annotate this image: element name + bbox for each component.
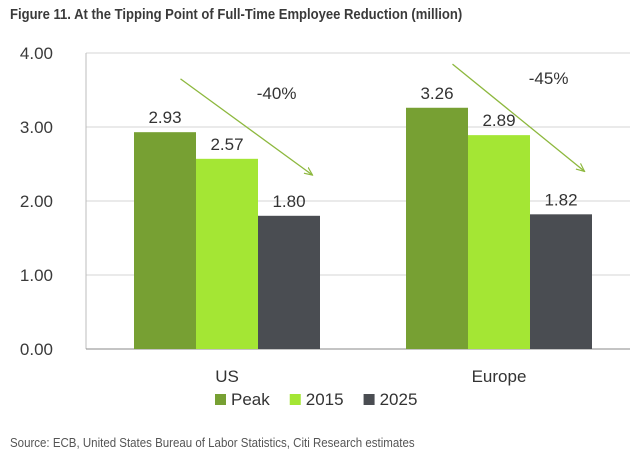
data-label: 1.82 (544, 190, 577, 209)
x-tick-label: US (215, 367, 239, 386)
y-tick-label: 0.00 (20, 340, 53, 359)
legend-swatch-2025 (363, 394, 375, 405)
bar-2025-us (258, 215, 320, 349)
chart-title: Figure 11. At the Tipping Point of Full-… (10, 7, 463, 23)
trend-arrow (452, 63, 585, 171)
legend-swatch-peak (215, 394, 226, 405)
data-label: 2.57 (210, 135, 243, 154)
change-annotation: -45% (529, 69, 569, 88)
y-tick-label: 4.00 (20, 44, 53, 63)
change-annotation: -40% (257, 84, 297, 103)
bar-2025-europe (530, 214, 592, 349)
source-note: Source: ECB, United States Bureau of Lab… (10, 436, 415, 450)
bar-2015-europe (468, 135, 530, 349)
trend-arrow (180, 78, 313, 175)
y-tick-label: 3.00 (20, 118, 53, 137)
bar-peak-europe (406, 107, 468, 349)
y-tick-label: 1.00 (20, 266, 53, 285)
legend-label-2015: 2015 (306, 390, 344, 409)
data-label: 2.93 (148, 108, 181, 127)
x-tick-label: Europe (472, 367, 527, 386)
data-label: 1.80 (272, 192, 305, 211)
legend-label-2025: 2025 (380, 390, 418, 409)
bar-peak-us (134, 132, 196, 349)
legend-label-peak: Peak (231, 390, 270, 409)
y-tick-label: 2.00 (20, 192, 53, 211)
data-label: 2.89 (482, 111, 515, 130)
legend-swatch-2015 (289, 394, 301, 405)
bar-2015-us (196, 158, 258, 349)
data-label: 3.26 (420, 84, 453, 103)
